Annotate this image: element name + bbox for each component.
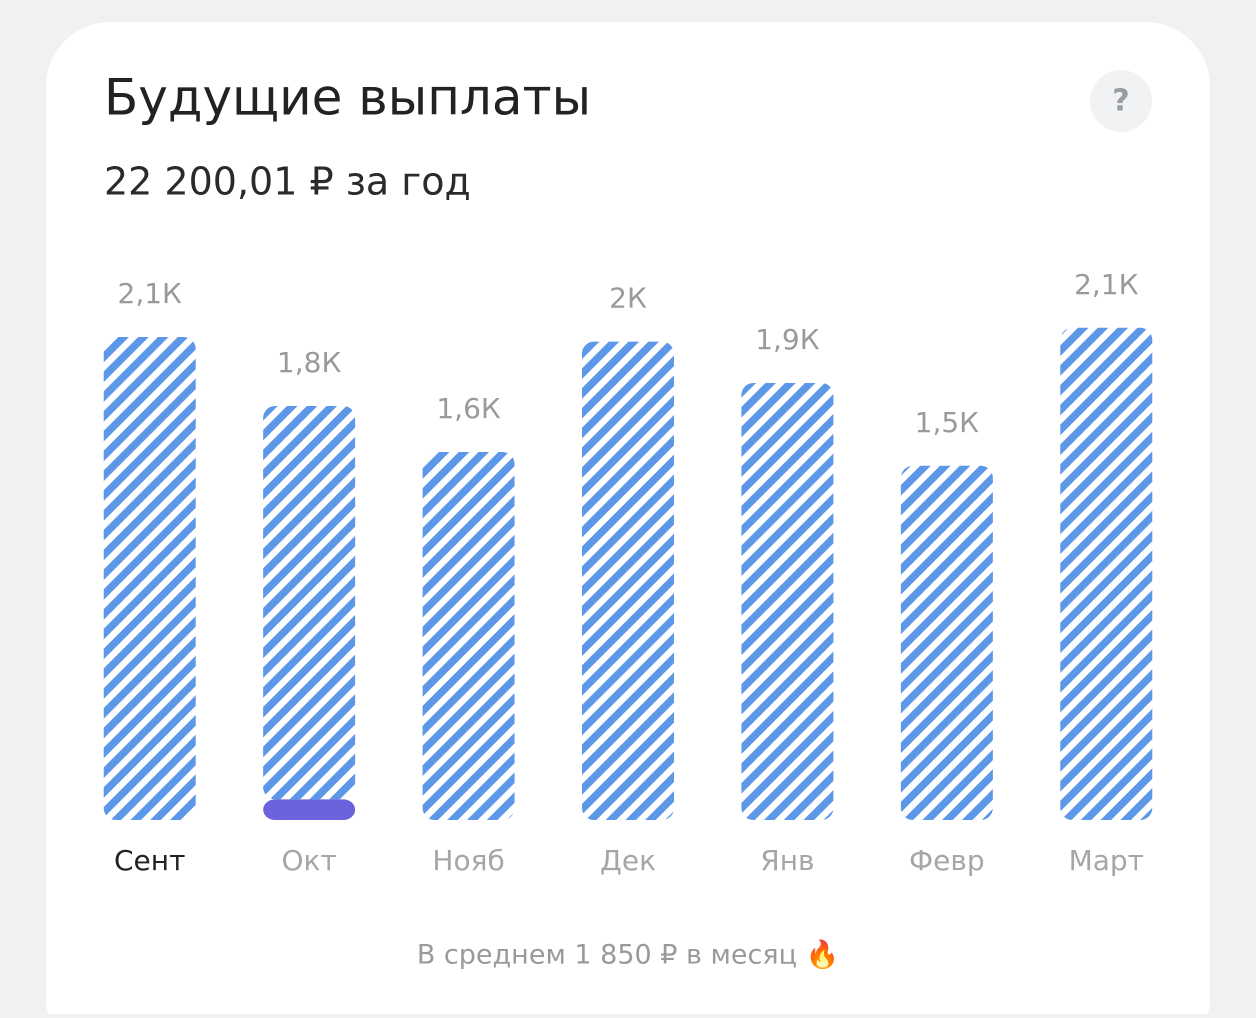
help-icon[interactable]: ?	[1112, 84, 1129, 119]
bar	[900, 465, 993, 820]
x-tick-label: Окт	[282, 844, 337, 877]
chart-title: Будущие выплаты	[104, 69, 591, 127]
value-label: 2,1К	[118, 277, 183, 310]
value-label: 1,9К	[755, 323, 820, 356]
average-note: В среднем 1 850 ₽ в месяц 🔥	[417, 939, 839, 971]
value-label: 1,8К	[277, 346, 342, 379]
value-label: 1,6К	[436, 392, 501, 425]
bar	[741, 383, 834, 820]
value-label: 1,5К	[915, 406, 980, 439]
help-button[interactable]	[1090, 70, 1152, 132]
x-tick-label: Дек	[600, 844, 656, 877]
value-label: 2,1К	[1074, 268, 1139, 301]
bar	[422, 452, 515, 820]
bar	[263, 799, 356, 820]
x-tick-label: Нояб	[432, 844, 504, 877]
x-tick-label: Март	[1069, 844, 1144, 877]
x-tick-label: Янв	[760, 844, 814, 877]
bar	[1060, 327, 1153, 820]
chart-subtitle: 22 200,01 ₽ за год	[104, 160, 471, 204]
bar	[582, 341, 674, 820]
bar	[263, 406, 356, 800]
bar	[103, 337, 196, 820]
x-tick-label: Сент	[114, 844, 185, 877]
x-tick-label: Февр	[909, 844, 985, 877]
value-label: 2К	[609, 282, 647, 315]
